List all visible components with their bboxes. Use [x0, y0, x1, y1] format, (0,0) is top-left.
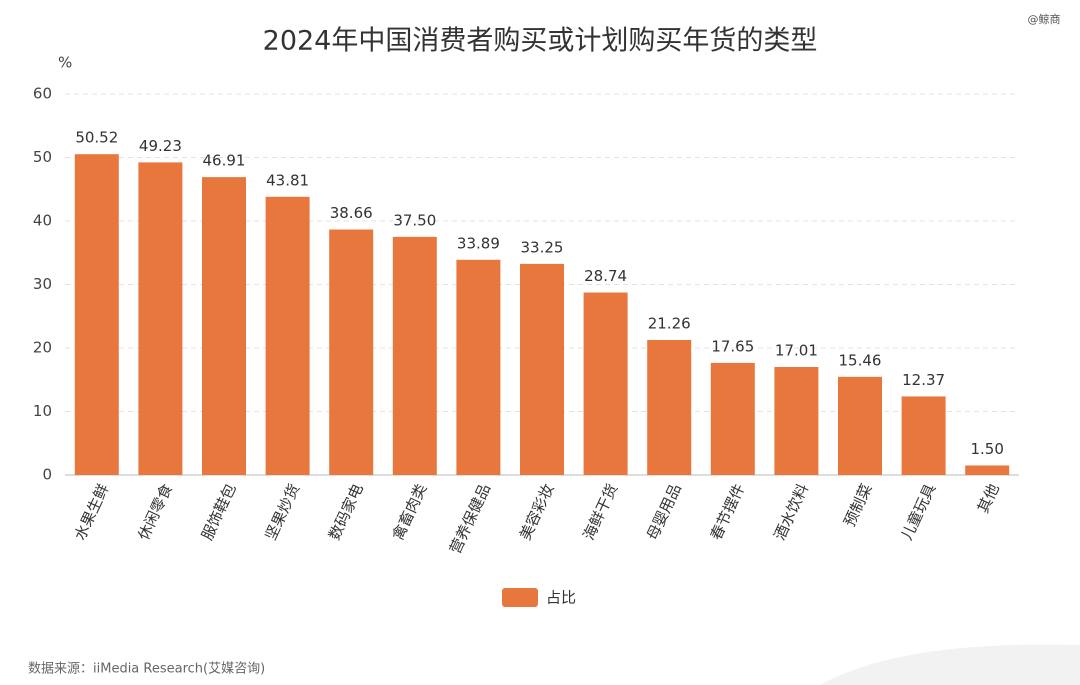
bar: [710, 362, 755, 475]
bar: [392, 236, 437, 475]
bar: [583, 292, 628, 475]
y-tick-label: 50: [33, 148, 52, 166]
value-label: 17.65: [711, 337, 754, 355]
value-label: 33.25: [521, 238, 564, 256]
value-label: 38.66: [330, 204, 373, 222]
y-tick-label: 30: [33, 275, 52, 293]
value-label: 46.91: [203, 152, 246, 170]
bar: [138, 162, 183, 475]
bar: [74, 154, 119, 475]
y-tick-label: 60: [33, 85, 52, 103]
y-tick-label: 40: [33, 212, 52, 230]
bar: [456, 259, 501, 475]
value-label: 17.01: [775, 341, 818, 359]
legend-swatch: [502, 588, 538, 607]
value-label: 12.37: [902, 371, 945, 389]
bar: [774, 366, 819, 475]
y-axis-unit: %: [58, 54, 72, 72]
y-tick-label: 20: [33, 339, 52, 357]
bar: [965, 465, 1010, 475]
value-label: 33.89: [457, 234, 500, 252]
y-tick-label: 10: [33, 402, 52, 420]
value-label: 28.74: [584, 267, 627, 285]
bar: [202, 177, 246, 475]
value-label: 15.46: [839, 351, 882, 369]
bar: [265, 196, 310, 475]
bar: [647, 339, 692, 475]
y-tick-label: 0: [42, 466, 52, 484]
source-note: 数据来源：iiMedia Research(艾媒咨询): [28, 662, 265, 677]
value-label: 50.52: [75, 129, 118, 147]
legend: 占比: [502, 588, 576, 607]
value-label: 37.50: [393, 211, 436, 229]
watermark: @鲸商: [1028, 12, 1061, 26]
value-label: 1.50: [970, 440, 1003, 458]
bar: [838, 376, 882, 475]
value-label: 49.23: [139, 137, 182, 155]
value-label: 21.26: [648, 314, 691, 332]
bar: [520, 263, 564, 475]
bar: [329, 229, 374, 475]
legend-label: 占比: [546, 589, 576, 607]
chart-title: 2024年中国消费者购买或计划购买年货的类型: [263, 26, 818, 57]
decoration: [820, 644, 1080, 685]
bar: [901, 396, 946, 475]
value-label: 43.81: [266, 171, 309, 189]
